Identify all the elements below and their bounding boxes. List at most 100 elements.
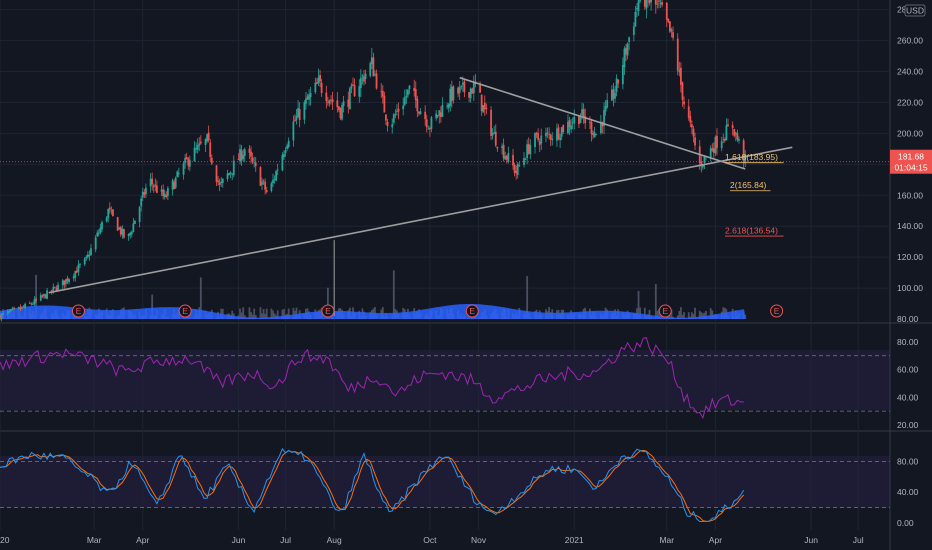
time-axis[interactable]: 2020 Mar Apr Jun Jul Aug Oct Nov 2021 Mar Apr Jun Ju… xyxy=(0,535,864,545)
candle-body xyxy=(556,128,558,141)
candle-body xyxy=(403,97,406,105)
candle-body xyxy=(681,82,684,100)
fib-level-label: 1.618(183.95) xyxy=(725,152,778,162)
candle-body xyxy=(610,89,613,101)
candle-body xyxy=(374,74,376,76)
volume-bar xyxy=(265,308,268,319)
volume-bar xyxy=(240,312,243,319)
candle-body xyxy=(582,109,585,118)
candle-body xyxy=(546,132,549,134)
candle-body xyxy=(603,109,605,127)
candle-body xyxy=(402,105,405,110)
earnings-marker-label: E xyxy=(76,306,82,316)
candle-body xyxy=(160,189,163,192)
candle-body xyxy=(391,124,394,128)
candle-body xyxy=(253,162,256,164)
candle-body xyxy=(636,7,638,10)
candle-body xyxy=(119,227,122,235)
volume-bar xyxy=(658,308,660,319)
price-tick-label: 120.00 xyxy=(897,252,923,262)
volume-bar xyxy=(637,290,640,319)
candle-body xyxy=(570,125,572,130)
volume-bar xyxy=(283,309,285,319)
volume-bar xyxy=(281,309,284,319)
candle-body xyxy=(689,116,692,123)
candle-body xyxy=(687,106,690,118)
oscillator-tick-label: 60.00 xyxy=(897,365,919,375)
candle-body xyxy=(261,181,263,185)
candle-body xyxy=(716,135,718,148)
candle-body xyxy=(163,193,166,197)
candle-body xyxy=(632,26,635,35)
candle-body xyxy=(604,106,607,112)
candle-body xyxy=(221,178,224,183)
volume-bar xyxy=(221,308,224,319)
candle-body xyxy=(643,0,646,7)
volume-bar xyxy=(151,294,154,319)
candle-body xyxy=(690,124,693,128)
earnings-marker-icon xyxy=(178,304,192,318)
candle-body xyxy=(711,148,714,151)
candle-body xyxy=(537,133,540,140)
grid xyxy=(0,0,890,530)
earnings-marker-label: E xyxy=(774,306,780,316)
candle-body xyxy=(13,307,16,309)
candle-body xyxy=(381,90,384,97)
candle-body xyxy=(534,133,536,148)
candle-body xyxy=(430,117,433,129)
candle-body xyxy=(672,32,674,38)
candle-body xyxy=(116,217,119,231)
time-tick-label: Jun xyxy=(232,535,246,545)
candle-body xyxy=(165,194,168,198)
candle-body xyxy=(66,278,69,282)
candle-body xyxy=(308,94,310,100)
candle-body xyxy=(39,295,42,301)
candle-body xyxy=(676,38,679,71)
candle-body xyxy=(112,209,114,216)
candle-body xyxy=(617,79,620,84)
candle-body xyxy=(64,279,67,284)
candle-body xyxy=(413,88,416,91)
candle-body xyxy=(83,258,86,265)
candle-body xyxy=(405,95,408,98)
candle-body xyxy=(86,254,89,258)
candle-body xyxy=(198,143,201,146)
candle-body xyxy=(358,86,361,97)
candle-body xyxy=(353,85,356,97)
candle-body xyxy=(41,295,44,297)
candle-body xyxy=(538,141,541,145)
candle-body xyxy=(727,124,729,127)
candle-body xyxy=(275,171,278,181)
candle-body xyxy=(734,132,737,135)
volume-bar xyxy=(261,313,263,319)
time-tick-label: Mar xyxy=(87,535,102,545)
candle-body xyxy=(101,222,103,230)
candle-body xyxy=(220,181,223,184)
candle-body xyxy=(184,158,187,164)
candle-body xyxy=(250,151,252,157)
time-tick-label: Nov xyxy=(471,535,487,545)
volume-bar xyxy=(526,276,529,319)
candle-body xyxy=(581,109,583,116)
candle-body xyxy=(174,177,177,188)
currency-badge[interactable]: USD xyxy=(904,4,926,17)
candle-body xyxy=(397,108,400,112)
candle-body xyxy=(182,163,185,175)
candle-body xyxy=(502,144,505,159)
candle-body xyxy=(176,171,179,177)
candle-body xyxy=(731,125,734,129)
volume-bar xyxy=(253,308,256,319)
candle-body xyxy=(228,173,230,176)
candle-body xyxy=(568,120,571,128)
price-tick-label: 80.00 xyxy=(897,314,919,324)
candle-body xyxy=(0,315,1,320)
candle-body xyxy=(173,181,176,190)
volume-bar xyxy=(259,307,262,319)
volume-bar xyxy=(705,310,707,319)
candle-body xyxy=(229,172,232,174)
drawing-tools[interactable] xyxy=(0,76,890,316)
candle-body xyxy=(648,0,651,4)
candle-body xyxy=(88,255,91,257)
candle-body xyxy=(99,227,102,233)
